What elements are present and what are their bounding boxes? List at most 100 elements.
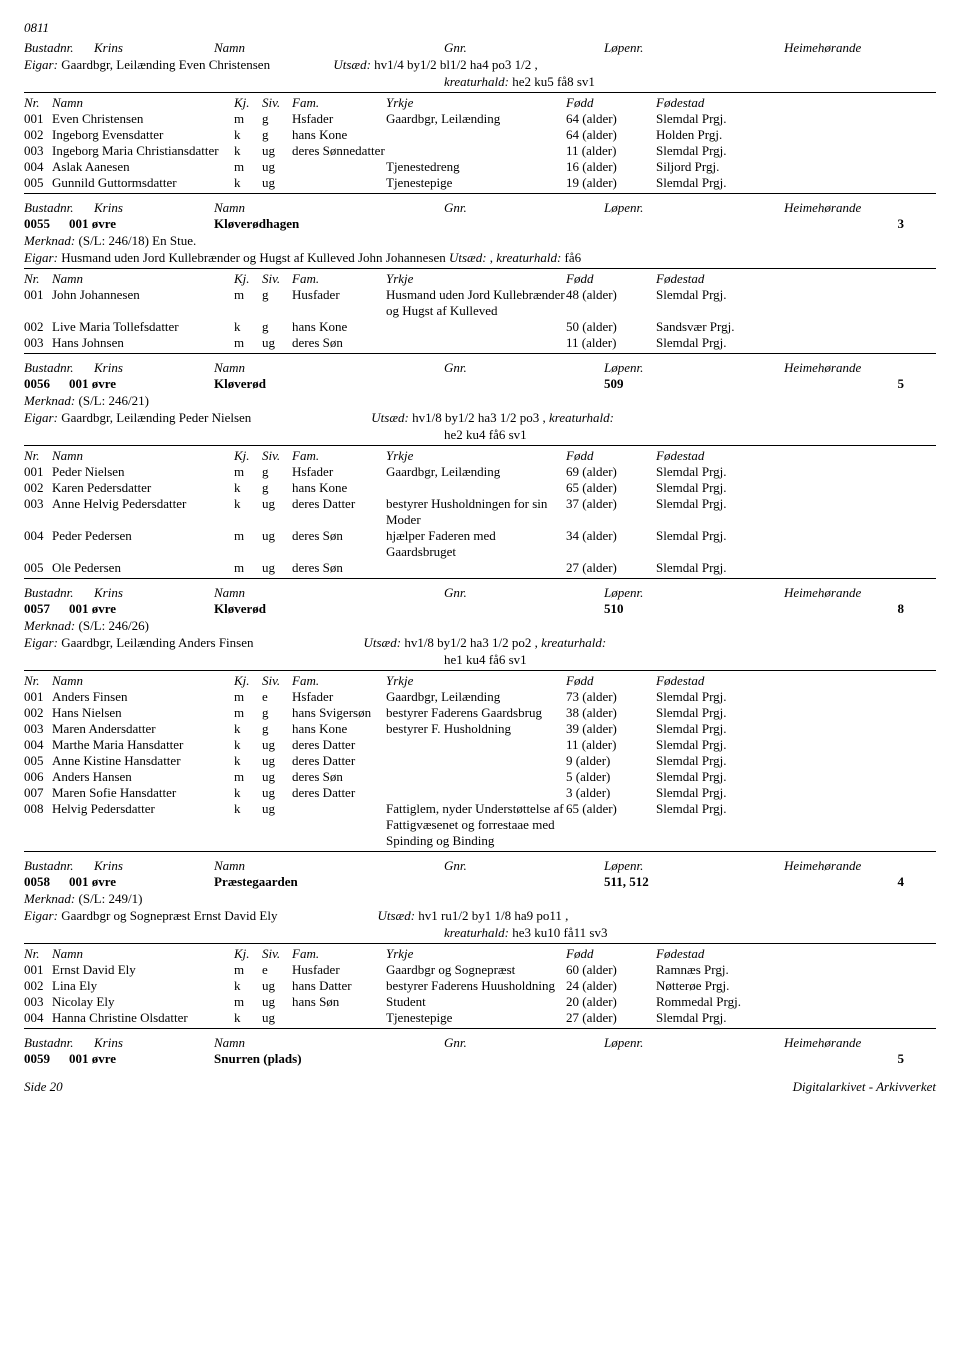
divider [24,1028,936,1029]
person-header: Nr. Namn Kj. Siv. Fam. Yrkje Fødd Fødest… [24,271,936,287]
cell-siv: g [262,127,292,143]
cell-namn: Marthe Maria Hansdatter [52,737,234,753]
cell-fam: Hsfader [292,111,386,127]
merknad-56: Merknad: (S/L: 246/21) [24,393,936,409]
hdr-heime: Heimehørande [784,200,904,216]
footer-left: Side 20 [24,1079,63,1095]
cell-namn: Ernst David Ely [52,962,234,978]
cell-fodd: 73 (alder) [566,689,656,705]
person-row: 005Ole Pedersenmugderes Søn27 (alder)Sle… [24,560,936,576]
ph-nr: Nr. [24,271,52,287]
hdr-namn: Namn [214,858,444,874]
hdr-namn: Namn [214,1035,444,1051]
cell-namn: Hans Johnsen [52,335,234,351]
cell-fodd: 34 (alder) [566,528,656,544]
top-kreat: kreaturhald: he2 ku5 få8 sv1 [444,74,936,90]
person-row: 006Anders Hansenmugderes Søn5 (alder)Sle… [24,769,936,785]
cell-fam: deres Søn [292,769,386,785]
cell-yrkje: Fattiglem, nyder Understøttelse af Fatti… [386,801,566,849]
page-id: 0811 [24,20,936,36]
entry-gnr [444,376,604,392]
kreat-label: kreaturhald: [444,925,509,940]
ph-fodestad: Fødestad [656,673,856,689]
cell-fodd: 48 (alder) [566,287,656,303]
person-header: Nr. Namn Kj. Siv. Fam. Yrkje Fødd Fødest… [24,448,936,464]
cell-siv: ug [262,1010,292,1026]
utsad-value: hv1 ru1/2 by1 1/8 ha9 po11 , [415,908,568,923]
cell-nr: 005 [24,175,52,191]
cell-namn: Anne Helvig Pedersdatter [52,496,234,512]
cell-kj: k [234,753,262,769]
cell-fodd: 5 (alder) [566,769,656,785]
cell-fam: deres Datter [292,753,386,769]
cell-namn: Anne Kistine Hansdatter [52,753,234,769]
entry-gnr [444,1051,604,1067]
cell-siv: g [262,464,292,480]
cell-fam: hans Kone [292,480,386,496]
ph-fodd: Fødd [566,271,656,287]
entry-krins: 001 øvre [69,601,214,617]
cell-fodestad: Sandsvær Prgj. [656,319,856,335]
cell-namn: Karen Pedersdatter [52,480,234,496]
cell-nr: 003 [24,496,52,512]
person-row: 003Anne Helvig Pedersdatterkugderes Datt… [24,496,936,528]
cell-fodestad: Slemdal Prgj. [656,1010,856,1026]
hdr-lopenr: Løpenr. [604,360,784,376]
cell-fodestad: Slemdal Prgj. [656,721,856,737]
entry-namn: Præstegaarden [214,874,444,890]
cell-kj: k [234,480,262,496]
eigar-label: Eigar: [24,57,58,72]
entry-lop [604,216,784,232]
cell-yrkje: bestyrer Husholdningen for sin Moder [386,496,566,528]
cell-fam: deres Datter [292,496,386,512]
cell-nr: 004 [24,159,52,175]
merknad-value: (S/L: 246/18) En Stue. [75,233,196,248]
hdr-krins: Krins [94,40,214,56]
eigar-value: Gaardbgr og Sognepræst Ernst David Ely [58,908,278,923]
divider [24,92,936,93]
entry-gnr [444,874,604,890]
cell-yrkje: Tjenestepige [386,175,566,191]
cell-fodd: 37 (alder) [566,496,656,512]
cell-fodestad: Slemdal Prgj. [656,560,856,576]
cell-fodestad: Slemdal Prgj. [656,737,856,753]
eigar-56: Eigar: Gaardbgr, Leilænding Peder Nielse… [24,410,936,426]
ph-fam: Fam. [292,271,386,287]
merknad-label: Merknad: [24,233,75,248]
entry-krins: 001 øvre [69,1051,214,1067]
cell-nr: 001 [24,111,52,127]
cell-siv: ug [262,159,292,175]
cell-fodd: 69 (alder) [566,464,656,480]
utsad-label: Utsæd: [364,635,402,650]
entry-lop: 511, 512 [604,874,784,890]
person-row: 002Karen Pedersdatterkghans Kone65 (alde… [24,480,936,496]
cell-fodd: 64 (alder) [566,127,656,143]
person-row: 002Lina Elykughans Datterbestyrer Fadere… [24,978,936,994]
cell-fodestad: Slemdal Prgj. [656,753,856,769]
ph-fam: Fam. [292,448,386,464]
cell-nr: 007 [24,785,52,801]
ph-fodd: Fødd [566,95,656,111]
ph-kj: Kj. [234,448,262,464]
cell-fodestad: Slemdal Prgj. [656,705,856,721]
ph-siv: Siv. [262,448,292,464]
person-row: 004Peder Pedersenmugderes Sønhjælper Fad… [24,528,936,560]
ph-fodestad: Fødestad [656,448,856,464]
cell-siv: ug [262,560,292,576]
entry-krins: 001 øvre [69,376,214,392]
ph-kj: Kj. [234,271,262,287]
cell-fodestad: Slemdal Prgj. [656,689,856,705]
ph-fodestad: Fødestad [656,271,856,287]
hdr-bustad: Bustadnr. [24,858,94,874]
cell-nr: 008 [24,801,52,817]
cell-kj: k [234,143,262,159]
cell-nr: 003 [24,721,52,737]
divider [24,943,936,944]
cell-kj: m [234,287,262,303]
cell-yrkje: Tjenestedreng [386,159,566,175]
cell-siv: ug [262,801,292,817]
ph-nr: Nr. [24,673,52,689]
cell-fodestad: Nøtterøe Prgj. [656,978,856,994]
merknad-label: Merknad: [24,393,75,408]
hdr-krins: Krins [94,858,214,874]
